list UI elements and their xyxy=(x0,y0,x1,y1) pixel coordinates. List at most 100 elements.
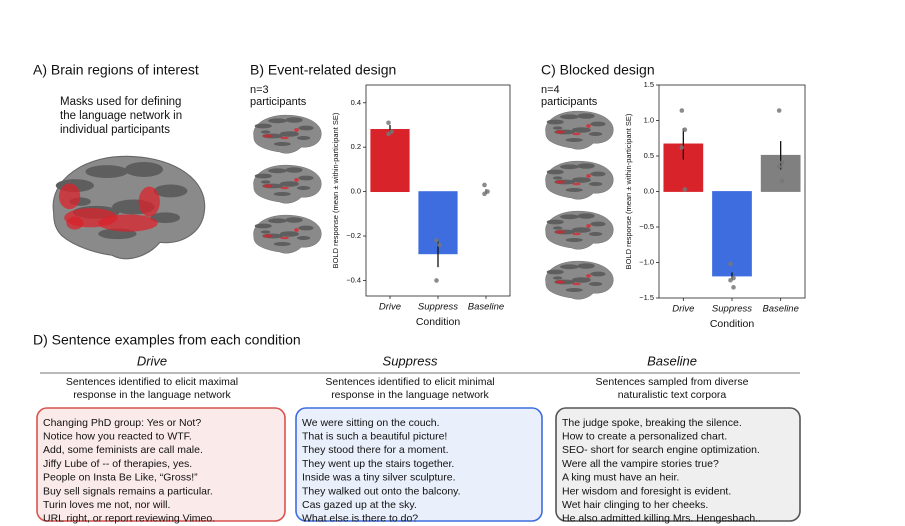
y-tick-label: −0.2 xyxy=(346,231,361,240)
language-mask xyxy=(555,230,565,234)
language-mask xyxy=(572,182,581,186)
language-mask xyxy=(263,134,273,138)
sentence: Her wisdom and foresight is evident. xyxy=(562,485,731,497)
bar xyxy=(370,129,410,193)
brain-image xyxy=(253,214,322,254)
sentence: They walked out onto the balcony. xyxy=(302,485,461,497)
y-tick-label: 0.0 xyxy=(351,187,361,196)
language-mask xyxy=(572,282,581,286)
brain-image xyxy=(545,260,614,300)
brain-sulcus xyxy=(268,118,287,124)
brain-sulcus xyxy=(296,236,311,240)
participant-point xyxy=(776,108,782,113)
language-mask xyxy=(280,136,289,140)
brain-sulcus xyxy=(124,161,164,177)
brain-sulcus xyxy=(150,212,181,224)
brain-sulcus xyxy=(565,288,583,292)
brain-sulcus xyxy=(546,219,564,225)
participant-point xyxy=(434,278,439,283)
participant-point xyxy=(728,261,733,267)
participant-point xyxy=(386,120,391,126)
sentence: Inside was a tiny silver sculpture. xyxy=(302,472,455,484)
y-tick-label: 0.0 xyxy=(644,186,654,195)
y-tick-label: −1.5 xyxy=(639,293,654,302)
brain-sulcus xyxy=(298,175,314,181)
brain-sulcus xyxy=(560,164,579,170)
brain-sulcus xyxy=(285,167,303,173)
brain-sulcus xyxy=(546,269,564,275)
brain-image xyxy=(253,164,322,204)
participant-point xyxy=(679,108,685,113)
brain-sulcus xyxy=(588,282,603,286)
language-mask xyxy=(294,178,299,182)
sentence: We were sitting on the couch. xyxy=(302,417,440,429)
brain-sulcus xyxy=(552,226,563,230)
participant-point xyxy=(679,145,685,150)
brain-sulcus xyxy=(279,181,299,187)
brain-sulcus xyxy=(260,180,271,184)
brain-sulcus xyxy=(279,131,299,137)
language-mask xyxy=(294,228,299,232)
language-mask xyxy=(294,128,299,132)
y-tick-label: 0.2 xyxy=(351,142,361,151)
brain-sulcus xyxy=(546,169,564,175)
sentence: Were all the vampire stories true? xyxy=(562,458,719,470)
brain-sulcus xyxy=(268,168,287,174)
sentence: People on Insta Be Like, “Gross!” xyxy=(43,472,198,484)
panel-caption: the language network in xyxy=(60,110,182,122)
brain-sulcus xyxy=(571,227,591,233)
x-tick-label: Baseline xyxy=(468,302,504,313)
x-axis-label: Condition xyxy=(710,318,755,330)
brain-sulcus xyxy=(296,136,311,140)
brain-sulcus xyxy=(588,182,603,186)
brain-sulcus xyxy=(273,192,291,196)
brain-sulcus xyxy=(577,163,595,169)
y-tick-label: 1.5 xyxy=(644,80,654,89)
sentence: URL right, or report reviewing Vimeo. xyxy=(43,513,215,525)
panel-title: D) Sentence examples from each condition xyxy=(33,332,301,348)
column-description: response in the language network xyxy=(73,389,231,401)
sentence: Wet hair clinging to her cheeks. xyxy=(562,499,708,511)
brain-sulcus xyxy=(254,173,272,179)
sentence: A king must have an heir. xyxy=(562,472,679,484)
brain-sulcus xyxy=(590,221,606,227)
participant-point xyxy=(779,178,785,184)
participant-point xyxy=(386,131,391,137)
panel-subtitle: n=4 xyxy=(541,84,560,96)
brain-image xyxy=(545,160,614,200)
brain-sulcus xyxy=(565,138,583,142)
column-header: Baseline xyxy=(647,353,697,368)
panel-title: A) Brain regions of interest xyxy=(33,62,199,78)
brain-sulcus xyxy=(285,117,303,123)
brain-sulcus xyxy=(590,271,606,277)
x-tick-label: Drive xyxy=(379,302,401,313)
language-mask xyxy=(280,186,289,190)
panel-subtitle: participants xyxy=(250,96,307,108)
brain-sulcus xyxy=(577,213,595,219)
bar xyxy=(712,191,752,277)
sentence: He also admitted killing Mrs. Hengesbach… xyxy=(562,513,761,525)
brain-sulcus xyxy=(571,177,591,183)
language-mask xyxy=(586,174,591,178)
sentence: Jiffy Lube of -- of therapies, yes. xyxy=(43,458,192,470)
column-description: Sentences identified to elicit maximal xyxy=(66,376,238,388)
brain-sulcus xyxy=(285,217,303,223)
brain-sulcus xyxy=(296,186,311,190)
brain-sulcus xyxy=(546,119,564,125)
language-mask xyxy=(263,184,273,188)
y-tick-label: 0.5 xyxy=(644,151,654,160)
language-mask xyxy=(586,274,591,278)
brain-sulcus xyxy=(254,223,272,229)
sentence: Notice how you reacted to WTF. xyxy=(43,430,192,442)
brain-sulcus xyxy=(577,113,595,119)
brain-sulcus xyxy=(260,230,271,234)
brain-sulcus xyxy=(552,276,563,280)
brain-sulcus xyxy=(590,171,606,177)
sentence: The judge spoke, breaking the silence. xyxy=(562,417,742,429)
brain-sulcus xyxy=(565,188,583,192)
sentence: Turin loves me not, nor will. xyxy=(43,499,170,511)
brain-sulcus xyxy=(273,142,291,146)
participant-point xyxy=(779,160,785,165)
brain-sulcus xyxy=(577,263,595,269)
